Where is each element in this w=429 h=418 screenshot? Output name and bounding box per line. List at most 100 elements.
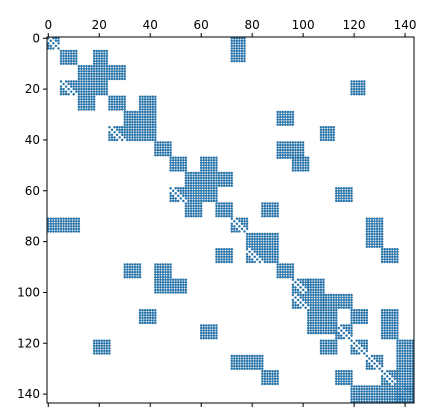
nonzero-marker [77, 222, 81, 226]
nonzero-marker [403, 375, 407, 378]
nonzero-marker [383, 400, 386, 403]
nonzero-marker [169, 192, 172, 195]
nonzero-marker [314, 278, 318, 281]
nonzero-marker [360, 311, 363, 314]
nonzero-block [77, 65, 126, 81]
nonzero-marker [301, 293, 305, 297]
nonzero-marker [182, 283, 185, 287]
nonzero-marker [235, 359, 239, 363]
nonzero-marker [386, 260, 389, 264]
nonzero-marker [110, 138, 114, 142]
nonzero-marker [370, 237, 374, 241]
nonzero-marker [80, 65, 83, 68]
nonzero-marker [368, 385, 371, 388]
nonzero-marker [92, 342, 96, 345]
nonzero-marker [332, 339, 335, 342]
nonzero-block [169, 187, 218, 203]
nonzero-marker [192, 184, 195, 187]
nonzero-marker [148, 120, 152, 124]
nonzero-marker [138, 275, 142, 279]
nonzero-marker [329, 331, 333, 335]
nonzero-marker [174, 156, 177, 159]
nonzero-marker [263, 370, 267, 373]
nonzero-marker [380, 314, 384, 317]
nonzero-marker [138, 95, 142, 98]
nonzero-marker [406, 382, 409, 386]
nonzero-marker [82, 67, 86, 70]
nonzero-marker [103, 57, 106, 60]
nonzero-marker [120, 128, 124, 131]
nonzero-marker [77, 220, 81, 223]
nonzero-marker [212, 166, 216, 170]
nonzero-marker [406, 380, 409, 383]
nonzero-marker [182, 288, 185, 292]
nonzero-marker [411, 367, 414, 370]
nonzero-marker [335, 349, 338, 353]
nonzero-marker [360, 387, 363, 391]
nonzero-marker [347, 301, 351, 304]
nonzero-marker [342, 301, 346, 304]
nonzero-marker [156, 270, 160, 274]
nonzero-marker [159, 153, 162, 157]
nonzero-marker [159, 148, 162, 152]
sparsity-marks [47, 37, 414, 403]
nonzero-marker [268, 377, 272, 381]
nonzero-marker [393, 250, 397, 253]
nonzero-marker [87, 75, 91, 78]
nonzero-marker [207, 156, 211, 159]
nonzero-marker [192, 199, 195, 203]
nonzero-marker [240, 367, 244, 370]
nonzero-marker [230, 204, 233, 208]
nonzero-marker [253, 260, 256, 264]
nonzero-marker [314, 306, 318, 309]
nonzero-marker [184, 286, 188, 289]
nonzero-marker [289, 141, 292, 144]
nonzero-marker [87, 85, 91, 88]
nonzero-marker [156, 153, 160, 157]
nonzero-marker [258, 260, 262, 264]
nonzero-marker [355, 87, 358, 91]
nonzero-marker [199, 156, 203, 159]
nonzero-marker [113, 67, 116, 70]
nonzero-marker [62, 62, 65, 65]
nonzero-marker [146, 126, 149, 129]
nonzero-marker [396, 339, 399, 342]
nonzero-marker [245, 217, 249, 220]
nonzero-marker [202, 336, 205, 340]
nonzero-marker [184, 288, 188, 292]
nonzero-marker [380, 260, 384, 264]
nonzero-marker [72, 87, 75, 91]
nonzero-marker [194, 181, 198, 185]
nonzero-marker [337, 382, 341, 386]
nonzero-marker [230, 222, 233, 226]
nonzero-marker [383, 321, 386, 325]
nonzero-block [350, 385, 399, 403]
nonzero-marker [350, 187, 353, 190]
nonzero-marker [113, 77, 116, 81]
nonzero-marker [136, 138, 139, 142]
nonzero-marker [154, 141, 157, 144]
nonzero-marker [281, 151, 284, 154]
nonzero-marker [307, 296, 310, 299]
nonzero-marker [291, 151, 295, 154]
nonzero-marker [312, 311, 315, 314]
nonzero-marker [120, 138, 124, 142]
nonzero-marker [164, 283, 167, 287]
nonzero-marker [408, 364, 412, 368]
nonzero-marker [59, 57, 63, 60]
nonzero-marker [393, 316, 397, 320]
nonzero-marker [396, 397, 399, 401]
nonzero-marker [215, 209, 218, 213]
nonzero-marker [319, 314, 323, 317]
nonzero-marker [52, 220, 55, 223]
nonzero-marker [207, 189, 211, 192]
nonzero-marker [187, 197, 190, 200]
nonzero-marker [396, 377, 399, 381]
nonzero-marker [263, 380, 267, 383]
nonzero-marker [294, 146, 297, 149]
nonzero-marker [250, 354, 254, 358]
nonzero-marker [273, 380, 277, 383]
nonzero-marker [54, 217, 58, 220]
axes-frame [46, 36, 415, 404]
nonzero-marker [177, 194, 180, 198]
